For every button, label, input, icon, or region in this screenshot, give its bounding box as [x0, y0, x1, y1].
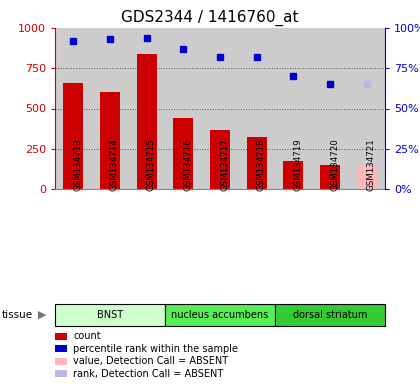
Bar — [55, 304, 165, 326]
Text: GSM134716: GSM134716 — [184, 138, 192, 191]
Bar — [275, 28, 312, 189]
Bar — [348, 28, 385, 189]
Bar — [63, 83, 84, 189]
Text: rank, Detection Call = ABSENT: rank, Detection Call = ABSENT — [73, 369, 223, 379]
Bar — [173, 118, 194, 189]
Bar — [100, 93, 120, 189]
Text: GSM134715: GSM134715 — [147, 138, 156, 191]
Text: GSM134713: GSM134713 — [74, 138, 82, 191]
Bar — [238, 28, 275, 189]
Text: value, Detection Call = ABSENT: value, Detection Call = ABSENT — [73, 356, 228, 366]
Bar — [55, 358, 66, 365]
Text: dorsal striatum: dorsal striatum — [293, 310, 367, 320]
Text: GSM134719: GSM134719 — [293, 138, 302, 191]
Text: GDS2344 / 1416760_at: GDS2344 / 1416760_at — [121, 10, 299, 26]
Bar — [129, 28, 165, 189]
Bar — [92, 28, 129, 189]
Bar — [320, 165, 340, 189]
Bar — [210, 130, 230, 189]
Bar — [55, 333, 66, 340]
Bar — [202, 28, 238, 189]
Text: tissue: tissue — [2, 310, 33, 320]
Bar — [283, 161, 303, 189]
Bar — [247, 137, 267, 189]
Text: GSM134721: GSM134721 — [367, 138, 375, 191]
Text: GSM134714: GSM134714 — [110, 138, 119, 191]
Text: nucleus accumbens: nucleus accumbens — [171, 310, 269, 320]
Bar — [55, 370, 66, 377]
Bar — [275, 304, 385, 326]
Text: percentile rank within the sample: percentile rank within the sample — [73, 344, 238, 354]
Text: BNST: BNST — [97, 310, 123, 320]
Bar — [55, 345, 66, 352]
Text: GSM134718: GSM134718 — [257, 138, 266, 191]
Bar — [165, 28, 202, 189]
Bar — [55, 28, 92, 189]
Bar — [357, 165, 377, 189]
Text: GSM134720: GSM134720 — [330, 138, 339, 191]
Text: GSM134717: GSM134717 — [220, 138, 229, 191]
Text: ▶: ▶ — [38, 310, 47, 320]
Bar — [165, 304, 275, 326]
Bar — [312, 28, 348, 189]
Bar — [136, 54, 157, 189]
Text: count: count — [73, 331, 101, 341]
